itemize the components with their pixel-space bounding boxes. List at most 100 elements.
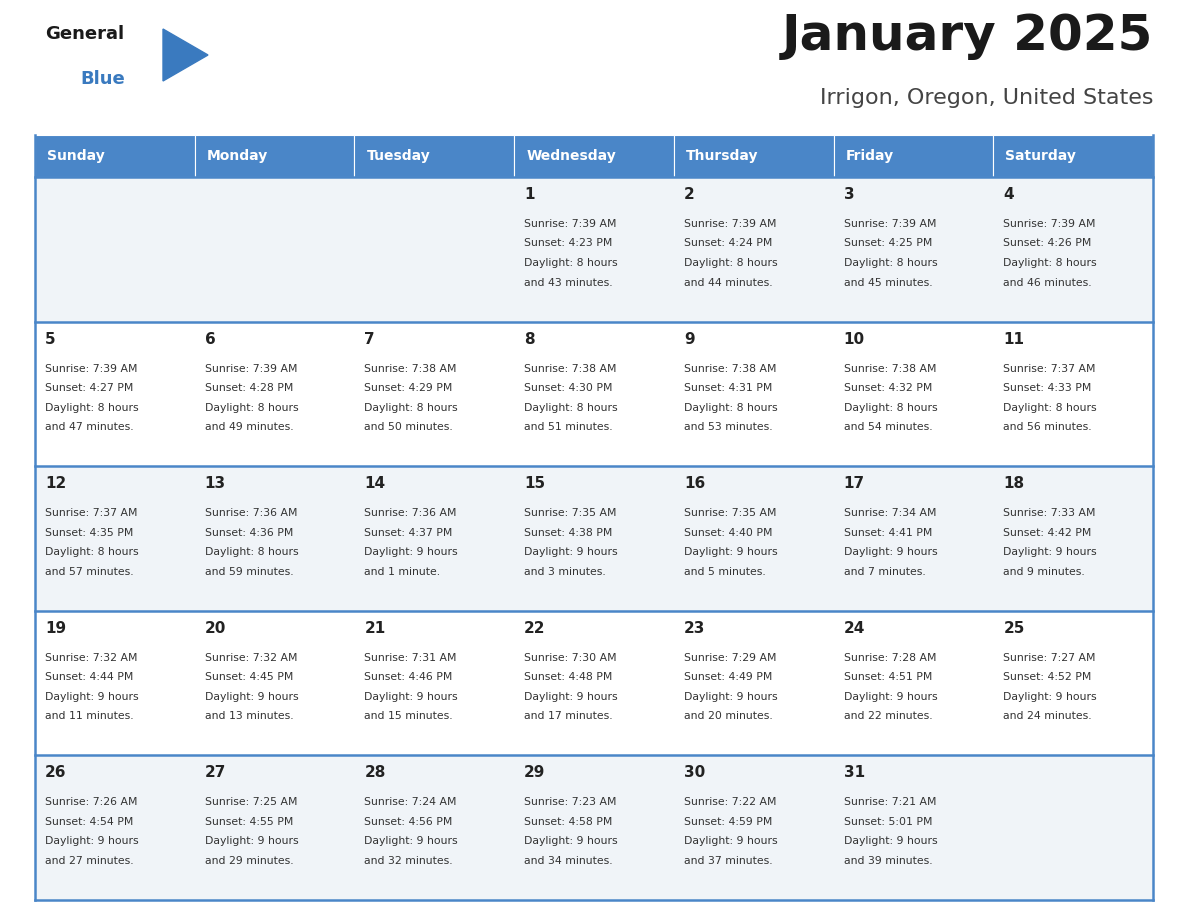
Text: Sunset: 4:31 PM: Sunset: 4:31 PM xyxy=(684,383,772,393)
Text: Daylight: 9 hours: Daylight: 9 hours xyxy=(365,547,459,557)
Text: Daylight: 8 hours: Daylight: 8 hours xyxy=(1004,258,1097,268)
Text: Daylight: 8 hours: Daylight: 8 hours xyxy=(684,258,777,268)
Text: Daylight: 9 hours: Daylight: 9 hours xyxy=(524,836,618,846)
Text: Daylight: 9 hours: Daylight: 9 hours xyxy=(1004,692,1097,701)
Text: 9: 9 xyxy=(684,331,695,347)
Bar xyxy=(514,177,674,321)
Text: 28: 28 xyxy=(365,766,386,780)
Text: Sunrise: 7:24 AM: Sunrise: 7:24 AM xyxy=(365,798,457,808)
Text: January 2025: January 2025 xyxy=(782,12,1154,60)
Text: and 37 minutes.: and 37 minutes. xyxy=(684,856,772,866)
Bar xyxy=(354,756,514,900)
Text: Sunrise: 7:37 AM: Sunrise: 7:37 AM xyxy=(45,509,138,518)
Text: Thursday: Thursday xyxy=(685,149,758,163)
Text: 26: 26 xyxy=(45,766,67,780)
Text: Sunrise: 7:22 AM: Sunrise: 7:22 AM xyxy=(684,798,776,808)
Bar xyxy=(34,610,195,756)
Text: Sunday: Sunday xyxy=(48,149,105,163)
Text: Daylight: 8 hours: Daylight: 8 hours xyxy=(684,403,777,412)
Bar xyxy=(514,466,674,610)
Bar xyxy=(195,321,354,466)
Text: Sunrise: 7:25 AM: Sunrise: 7:25 AM xyxy=(204,798,297,808)
Text: Daylight: 9 hours: Daylight: 9 hours xyxy=(204,692,298,701)
Text: Daylight: 9 hours: Daylight: 9 hours xyxy=(843,692,937,701)
Text: Daylight: 8 hours: Daylight: 8 hours xyxy=(45,547,139,557)
Bar xyxy=(514,135,674,177)
Text: and 54 minutes.: and 54 minutes. xyxy=(843,422,933,432)
Text: and 7 minutes.: and 7 minutes. xyxy=(843,566,925,577)
Text: and 13 minutes.: and 13 minutes. xyxy=(204,711,293,722)
Text: 12: 12 xyxy=(45,476,67,491)
Text: 15: 15 xyxy=(524,476,545,491)
Bar xyxy=(993,466,1154,610)
Text: Sunrise: 7:36 AM: Sunrise: 7:36 AM xyxy=(204,509,297,518)
Text: Sunrise: 7:28 AM: Sunrise: 7:28 AM xyxy=(843,653,936,663)
Text: and 43 minutes.: and 43 minutes. xyxy=(524,277,613,287)
Text: Daylight: 9 hours: Daylight: 9 hours xyxy=(365,836,459,846)
Text: Sunrise: 7:21 AM: Sunrise: 7:21 AM xyxy=(843,798,936,808)
Text: and 44 minutes.: and 44 minutes. xyxy=(684,277,772,287)
Text: Sunrise: 7:23 AM: Sunrise: 7:23 AM xyxy=(524,798,617,808)
Text: Sunset: 4:30 PM: Sunset: 4:30 PM xyxy=(524,383,613,393)
Text: Saturday: Saturday xyxy=(1005,149,1076,163)
Text: Sunset: 4:33 PM: Sunset: 4:33 PM xyxy=(1004,383,1092,393)
Text: and 46 minutes.: and 46 minutes. xyxy=(1004,277,1092,287)
Text: Daylight: 8 hours: Daylight: 8 hours xyxy=(843,258,937,268)
Text: Sunset: 4:29 PM: Sunset: 4:29 PM xyxy=(365,383,453,393)
Text: 5: 5 xyxy=(45,331,56,347)
Text: Daylight: 9 hours: Daylight: 9 hours xyxy=(843,836,937,846)
Text: Sunset: 5:01 PM: Sunset: 5:01 PM xyxy=(843,817,933,827)
Text: Sunset: 4:35 PM: Sunset: 4:35 PM xyxy=(45,528,133,538)
Text: and 29 minutes.: and 29 minutes. xyxy=(204,856,293,866)
Text: 16: 16 xyxy=(684,476,706,491)
Text: Sunrise: 7:31 AM: Sunrise: 7:31 AM xyxy=(365,653,457,663)
Text: Sunset: 4:25 PM: Sunset: 4:25 PM xyxy=(843,239,931,249)
Bar xyxy=(34,135,195,177)
Text: 27: 27 xyxy=(204,766,226,780)
Bar xyxy=(993,756,1154,900)
Text: Sunrise: 7:38 AM: Sunrise: 7:38 AM xyxy=(843,364,936,374)
Text: Sunrise: 7:39 AM: Sunrise: 7:39 AM xyxy=(1004,219,1095,229)
Text: 11: 11 xyxy=(1004,331,1024,347)
Text: Sunrise: 7:27 AM: Sunrise: 7:27 AM xyxy=(1004,653,1095,663)
Text: General: General xyxy=(45,25,124,43)
Text: Sunrise: 7:30 AM: Sunrise: 7:30 AM xyxy=(524,653,617,663)
Bar xyxy=(514,756,674,900)
Text: 13: 13 xyxy=(204,476,226,491)
Text: Sunset: 4:26 PM: Sunset: 4:26 PM xyxy=(1004,239,1092,249)
Bar xyxy=(674,610,834,756)
Text: and 17 minutes.: and 17 minutes. xyxy=(524,711,613,722)
Text: and 47 minutes.: and 47 minutes. xyxy=(45,422,133,432)
Text: 23: 23 xyxy=(684,621,706,636)
Text: 3: 3 xyxy=(843,187,854,202)
Text: Sunset: 4:38 PM: Sunset: 4:38 PM xyxy=(524,528,613,538)
Text: and 53 minutes.: and 53 minutes. xyxy=(684,422,772,432)
Text: 4: 4 xyxy=(1004,187,1013,202)
Text: Sunrise: 7:33 AM: Sunrise: 7:33 AM xyxy=(1004,509,1095,518)
Text: and 57 minutes.: and 57 minutes. xyxy=(45,566,133,577)
Text: 30: 30 xyxy=(684,766,706,780)
Text: and 20 minutes.: and 20 minutes. xyxy=(684,711,772,722)
Text: Daylight: 9 hours: Daylight: 9 hours xyxy=(524,547,618,557)
Text: Daylight: 9 hours: Daylight: 9 hours xyxy=(524,692,618,701)
Bar xyxy=(993,177,1154,321)
Bar xyxy=(354,610,514,756)
Text: and 56 minutes.: and 56 minutes. xyxy=(1004,422,1092,432)
Text: Sunset: 4:42 PM: Sunset: 4:42 PM xyxy=(1004,528,1092,538)
Text: Sunrise: 7:32 AM: Sunrise: 7:32 AM xyxy=(204,653,297,663)
Text: Sunset: 4:58 PM: Sunset: 4:58 PM xyxy=(524,817,613,827)
Text: Sunrise: 7:39 AM: Sunrise: 7:39 AM xyxy=(204,364,297,374)
Text: Sunset: 4:32 PM: Sunset: 4:32 PM xyxy=(843,383,931,393)
Text: 1: 1 xyxy=(524,187,535,202)
Text: 21: 21 xyxy=(365,621,386,636)
Polygon shape xyxy=(163,29,208,81)
Text: Sunset: 4:46 PM: Sunset: 4:46 PM xyxy=(365,672,453,682)
Text: Sunset: 4:28 PM: Sunset: 4:28 PM xyxy=(204,383,293,393)
Text: Sunset: 4:41 PM: Sunset: 4:41 PM xyxy=(843,528,931,538)
Text: Daylight: 9 hours: Daylight: 9 hours xyxy=(684,692,777,701)
Text: 31: 31 xyxy=(843,766,865,780)
Text: 14: 14 xyxy=(365,476,386,491)
Text: and 15 minutes.: and 15 minutes. xyxy=(365,711,453,722)
Bar xyxy=(674,177,834,321)
Text: Sunset: 4:54 PM: Sunset: 4:54 PM xyxy=(45,817,133,827)
